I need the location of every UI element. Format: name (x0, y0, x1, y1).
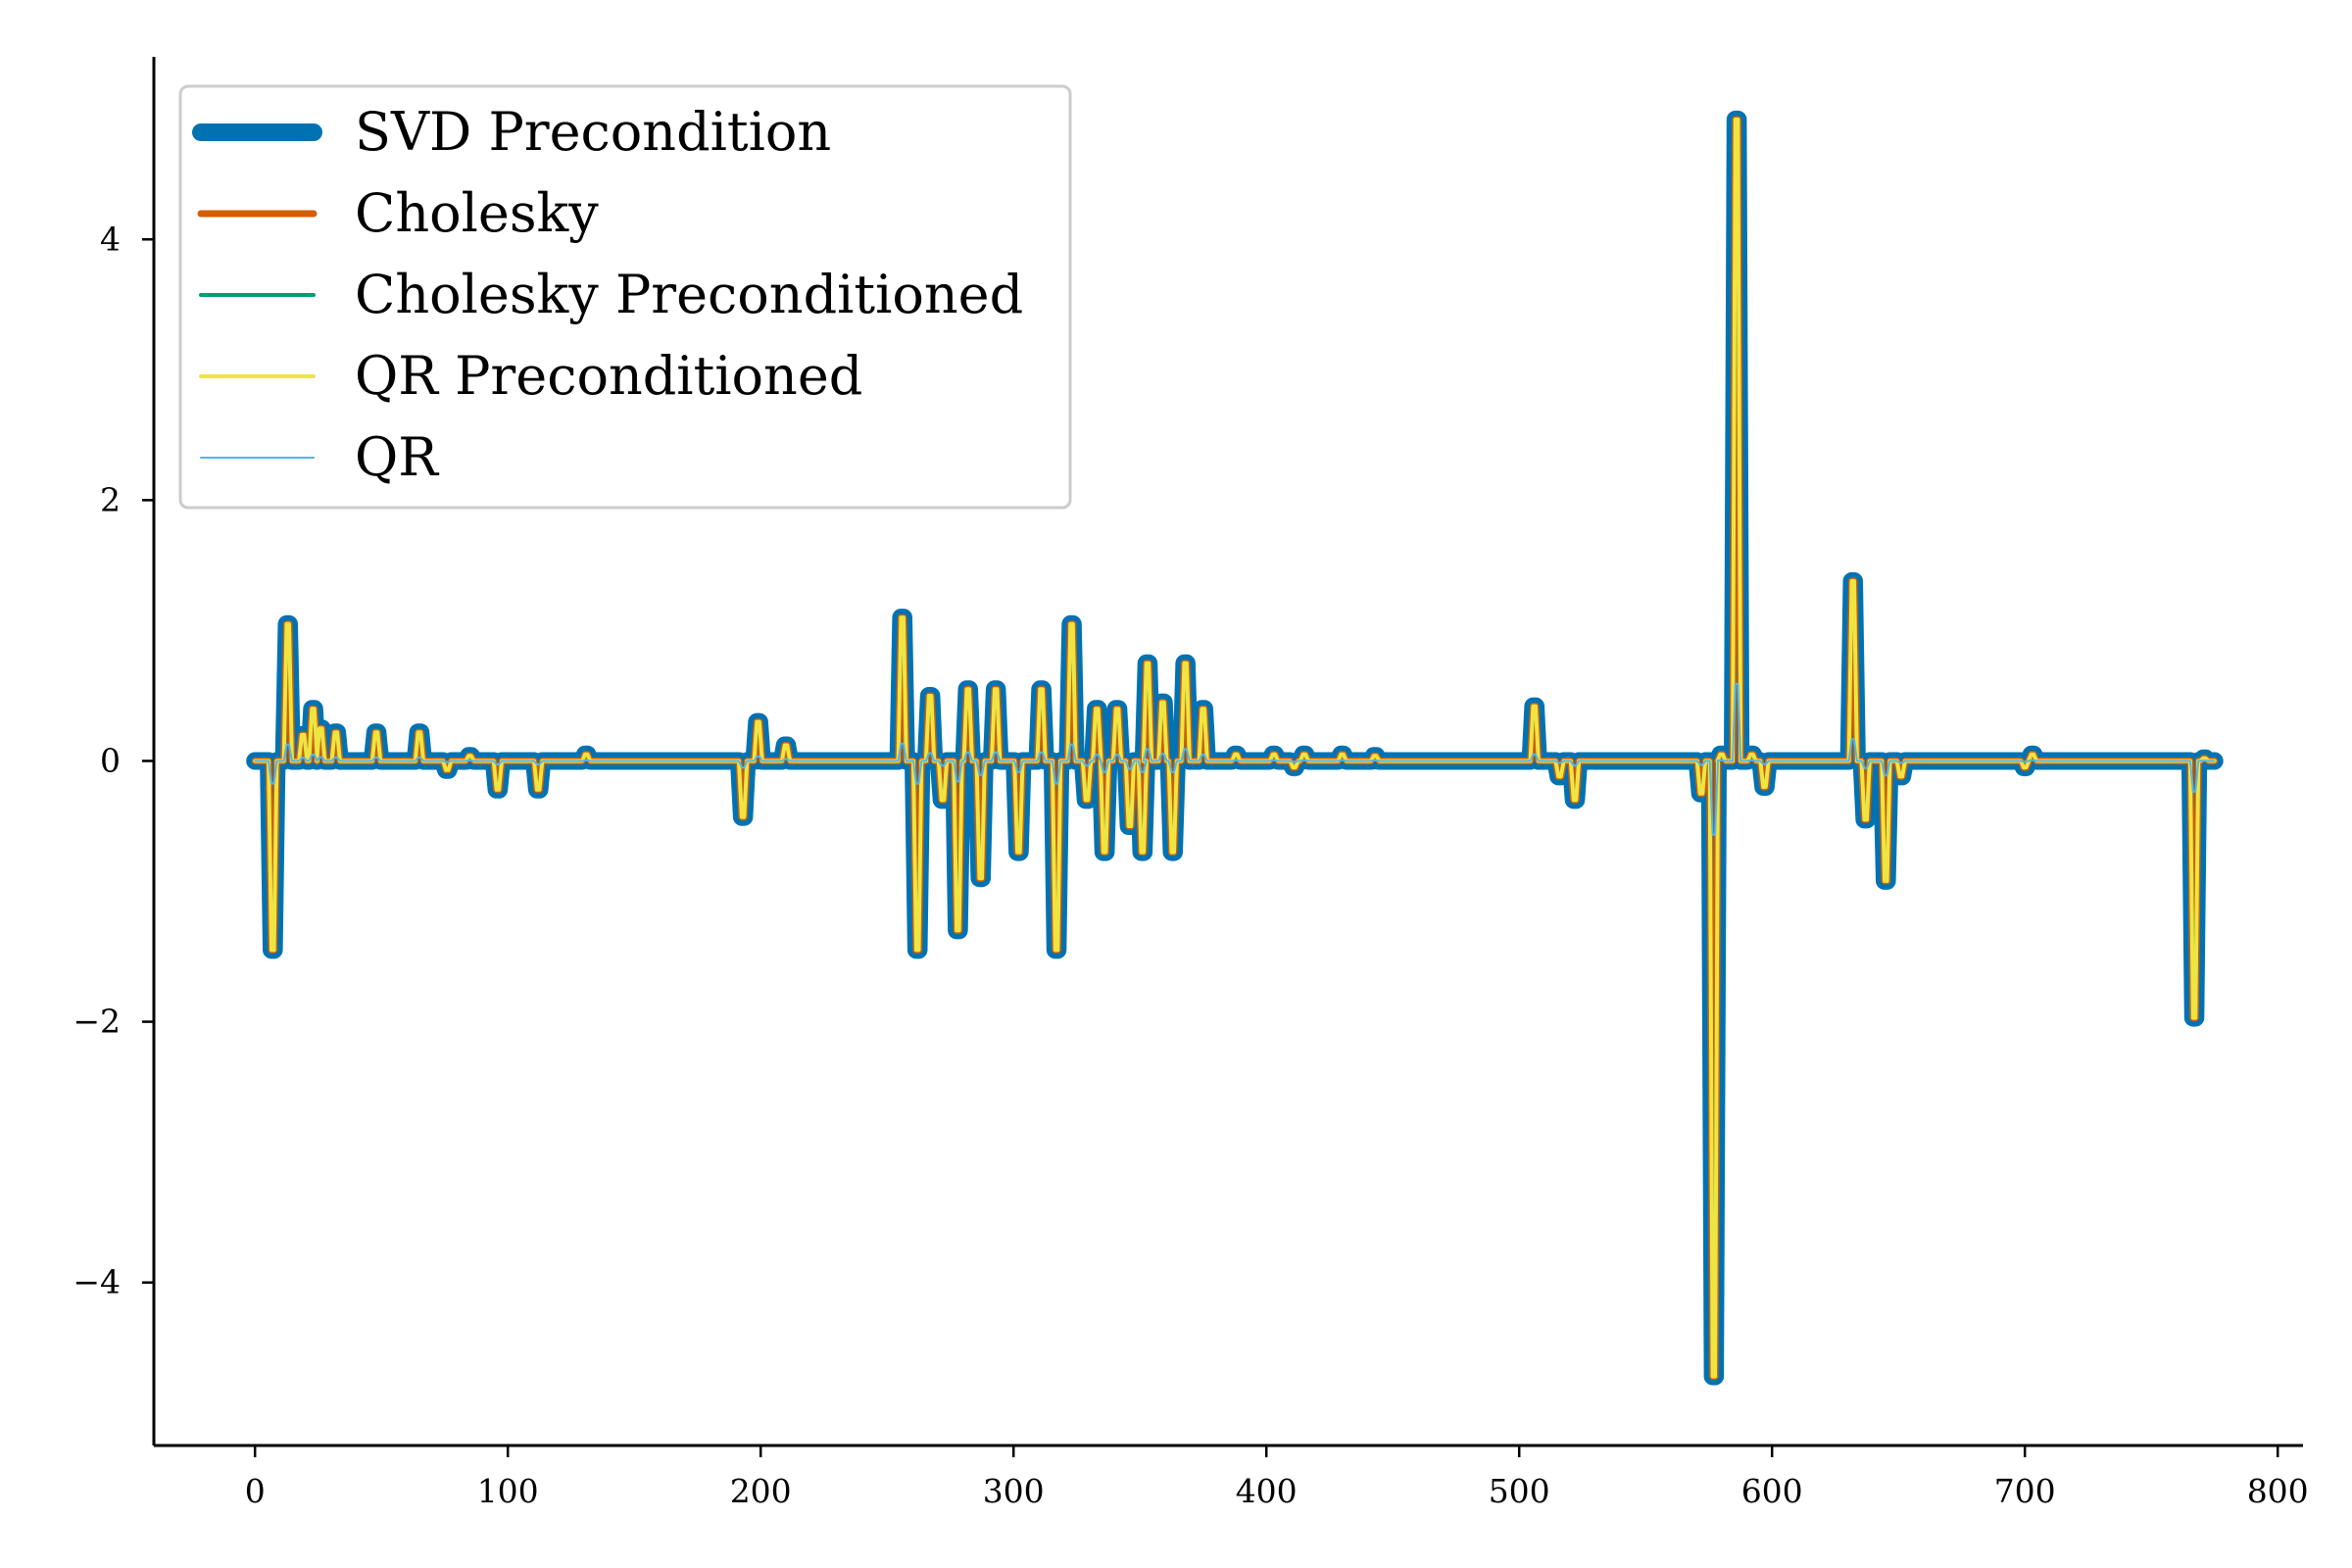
axes (152, 57, 2303, 1447)
legend-label: Cholesky Preconditioned (355, 264, 1023, 325)
y-tick-label: 4 (100, 220, 121, 258)
legend-label: QR (355, 426, 439, 488)
legend-label: Cholesky (355, 182, 599, 244)
legend-label: SVD Precondition (355, 101, 831, 163)
x-tick-label: 300 (983, 1472, 1045, 1510)
y-tick-label: 0 (100, 741, 121, 779)
legend-label: QR Preconditioned (355, 345, 862, 407)
x-tick-label: 0 (245, 1472, 266, 1510)
legend-frame (178, 84, 1072, 510)
legend-items: SVD Precondition Cholesky Cholesky Precond… (192, 101, 1023, 488)
y-tick-label: −2 (73, 1003, 121, 1041)
x-tick-label: 400 (1236, 1472, 1298, 1510)
series-line-4 (254, 682, 2216, 836)
legend: SVD Precondition Cholesky Cholesky Precond… (178, 84, 1072, 510)
x-tick-label: 200 (730, 1472, 792, 1510)
y-tick-label: −4 (73, 1263, 121, 1301)
x-tick-label: 700 (1994, 1472, 2056, 1510)
x-tick-label: 500 (1489, 1472, 1550, 1510)
ticks: 0 100 200 300 400 500 600 700 800 −4 −2 0 2 4 (73, 220, 2308, 1510)
series-layer (246, 110, 2224, 1386)
x-tick-label: 600 (1741, 1472, 1803, 1510)
x-tick-label: 100 (477, 1472, 539, 1510)
x-tick-label: 800 (2247, 1472, 2309, 1510)
y-tick-label: 2 (100, 480, 121, 518)
